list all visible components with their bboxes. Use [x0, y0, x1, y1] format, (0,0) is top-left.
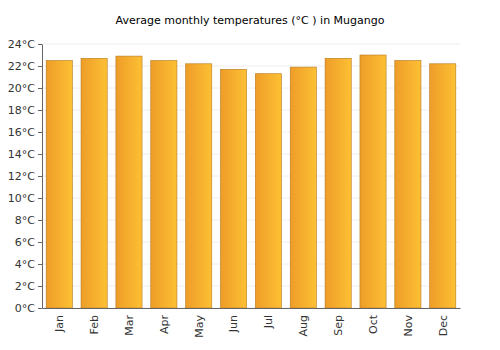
y-tick: 2°C	[15, 280, 42, 293]
y-tick-label: 24°C	[8, 38, 35, 51]
bar	[430, 64, 456, 308]
y-tick-mark	[38, 132, 42, 133]
y-tick-label: 20°C	[8, 82, 35, 95]
bar	[81, 58, 107, 308]
y-tick-label: 8°C	[15, 214, 35, 227]
y-tick: 4°C	[15, 258, 42, 271]
y-tick-mark	[38, 176, 42, 177]
x-tick: Aug	[297, 315, 310, 336]
y-tick-label: 18°C	[8, 104, 35, 117]
x-tick: Oct	[367, 314, 380, 334]
x-tick-label: Dec	[437, 315, 450, 336]
x-tick: May	[193, 315, 206, 338]
grid-line	[42, 44, 460, 45]
y-tick: 16°C	[8, 126, 42, 139]
plot: 0°C 2°C 4°C 6°C 8°C 10°C 12°C 14°C 16°C 18°C 20°C 2…	[8, 38, 461, 338]
bar	[116, 56, 142, 308]
x-tick: Mar	[123, 315, 136, 336]
y-tick-mark	[38, 88, 42, 89]
x-tick: Apr	[158, 315, 171, 335]
x-axis-line	[43, 308, 461, 309]
x-tick: Nov	[402, 315, 415, 337]
x-tick-label: May	[193, 315, 206, 338]
y-tick-mark	[38, 110, 42, 111]
x-axis: Jan Feb Mar Apr May Jun Jul Aug Sep Oct Nov Dec	[43, 309, 461, 338]
x-tick-label: Oct	[367, 314, 380, 334]
y-axis: 0°C 2°C 4°C 6°C 8°C 10°C 12°C 14°C 16°C 18°C 20°C 2…	[8, 38, 43, 315]
y-tick-label: 4°C	[15, 258, 35, 271]
x-tick: Jan	[53, 315, 66, 333]
y-tick-label: 12°C	[8, 170, 35, 183]
y-tick-mark	[38, 242, 42, 243]
y-tick-label: 14°C	[8, 148, 35, 161]
y-tick-mark	[38, 220, 42, 221]
y-axis-line	[42, 45, 43, 309]
bar	[186, 64, 212, 308]
y-tick: 14°C	[8, 148, 42, 161]
y-tick: 18°C	[8, 104, 42, 117]
y-tick: 22°C	[8, 60, 42, 73]
x-tick-label: Feb	[88, 315, 101, 334]
y-tick-label: 10°C	[8, 192, 35, 205]
bar	[360, 55, 386, 308]
bar	[220, 69, 246, 308]
grid	[42, 44, 460, 308]
x-tick-label: Aug	[297, 315, 310, 336]
bars	[46, 55, 456, 308]
x-tick-label: Jun	[227, 315, 240, 333]
y-tick-mark	[38, 264, 42, 265]
y-tick-mark	[38, 154, 42, 155]
y-tick-mark	[38, 198, 42, 199]
bar	[325, 58, 351, 308]
bar	[395, 61, 421, 309]
y-tick: 8°C	[15, 214, 42, 227]
x-tick: Sep	[332, 315, 345, 336]
x-tick-label: Sep	[332, 315, 345, 336]
x-tick: Feb	[88, 315, 101, 334]
y-tick-label: 6°C	[15, 236, 35, 249]
y-tick-label: 2°C	[15, 280, 35, 293]
y-tick-mark	[38, 66, 42, 67]
x-tick: Jun	[227, 315, 240, 333]
y-tick-mark	[38, 44, 42, 45]
y-tick: 6°C	[15, 236, 42, 249]
x-tick-label: Jan	[53, 315, 66, 333]
x-tick-label: Jul	[262, 315, 275, 329]
y-tick-label: 22°C	[8, 60, 35, 73]
bar	[151, 61, 177, 309]
y-tick: 24°C	[8, 38, 42, 51]
x-tick: Jul	[262, 315, 275, 329]
y-tick-label: 16°C	[8, 126, 35, 139]
bar	[46, 61, 72, 309]
x-tick-label: Apr	[158, 315, 171, 335]
y-tick: 20°C	[8, 82, 42, 95]
y-tick: 12°C	[8, 170, 42, 183]
x-tick-label: Mar	[123, 315, 136, 336]
x-tick: Dec	[437, 315, 450, 336]
chart: 0°C 2°C 4°C 6°C 8°C 10°C 12°C 14°C 16°C 18°C 20°C 2…	[0, 0, 500, 350]
bar	[255, 74, 281, 308]
title: Average monthly temperatures (°C ) in Mu…	[116, 14, 385, 27]
y-tick-mark	[38, 308, 42, 309]
y-tick: 0°C	[15, 302, 42, 315]
y-tick-label: 0°C	[15, 302, 35, 315]
y-tick: 10°C	[8, 192, 42, 205]
y-tick-mark	[38, 286, 42, 287]
bar	[290, 67, 316, 308]
x-tick-label: Nov	[402, 315, 415, 337]
